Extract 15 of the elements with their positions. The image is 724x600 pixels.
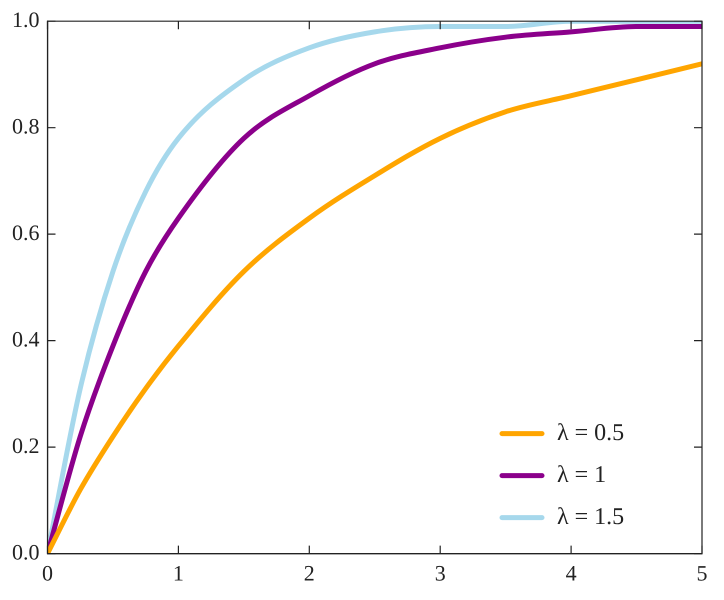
y-tick-label: 0.6 bbox=[12, 220, 40, 245]
x-tick-label: 4 bbox=[566, 560, 577, 586]
y-tick-label: 1.0 bbox=[12, 6, 40, 32]
y-tick-label: 0.8 bbox=[12, 113, 40, 138]
x-tick-label: 2 bbox=[304, 560, 315, 586]
legend-label: λ = 1.5 bbox=[557, 504, 624, 530]
x-tick-label: 5 bbox=[696, 560, 708, 586]
y-tick-label: 0.2 bbox=[12, 432, 40, 458]
legend-label: λ = 0.5 bbox=[557, 420, 624, 446]
x-tick-label: 3 bbox=[434, 560, 446, 586]
x-tick-label: 1 bbox=[172, 560, 184, 586]
x-tick-label: 0 bbox=[42, 560, 53, 586]
y-tick-label: 0.4 bbox=[12, 326, 40, 352]
legend-label: λ = 1 bbox=[557, 462, 606, 488]
y-tick-label: 0.0 bbox=[12, 539, 40, 564]
